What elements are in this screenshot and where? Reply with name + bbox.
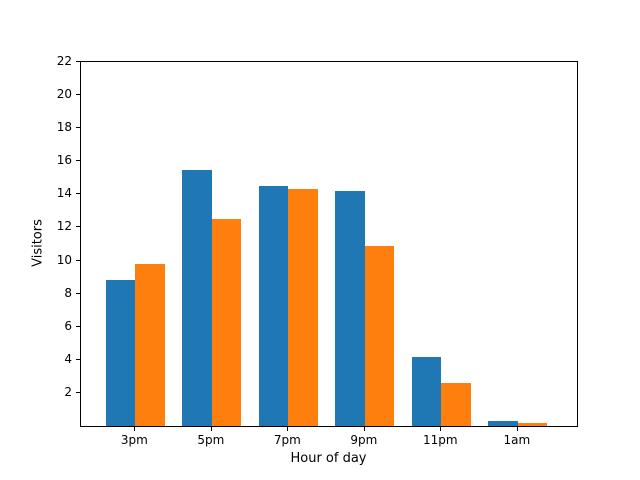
y-tick-label-16: 16 [56, 153, 72, 168]
y-tick-label-2: 2 [64, 384, 72, 399]
y-tick-label-12: 12 [56, 219, 72, 234]
bar-7pm-series-2 [288, 189, 318, 426]
x-tick-label-1am: 1am [503, 433, 531, 447]
y-tick-mark [76, 193, 80, 195]
bar-5pm-series-1 [182, 169, 212, 426]
x-tick-mark [363, 427, 365, 431]
y-tick-label-8: 8 [64, 285, 72, 300]
x-tick-label-7pm: 7pm [273, 433, 301, 447]
x-tick-mark [516, 427, 518, 431]
y-tick-mark [76, 325, 80, 327]
y-tick-mark [76, 127, 80, 129]
y-tick-mark [76, 391, 80, 393]
x-tick-mark [210, 427, 212, 431]
bar-3pm-series-2 [135, 263, 165, 426]
bar-1am-series-1 [488, 421, 518, 426]
y-tick-mark [76, 226, 80, 228]
y-tick-mark [76, 160, 80, 162]
y-tick-label-14: 14 [56, 186, 72, 201]
y-tick-mark [76, 259, 80, 261]
x-tick-label-5pm: 5pm [197, 433, 225, 447]
y-tick-mark [76, 61, 80, 62]
bar-7pm-series-1 [258, 186, 289, 426]
x-tick-label-3pm: 3pm [120, 433, 148, 447]
y-tick-label-22: 22 [56, 54, 72, 68]
plot-area [80, 61, 578, 427]
y-tick-label-18: 18 [56, 120, 72, 135]
y-tick-mark [76, 358, 80, 360]
x-tick-mark [134, 427, 136, 431]
y-tick-label-10: 10 [56, 252, 72, 267]
bar-9pm-series-2 [364, 245, 395, 426]
x-tick-mark [287, 427, 289, 431]
y-tick-mark [76, 94, 80, 96]
bar-1am-series-2 [517, 422, 548, 426]
x-tick-label-9pm: 9pm [350, 433, 378, 447]
x-tick-label-11pm: 11pm [423, 433, 458, 447]
bar-3pm-series-1 [105, 280, 136, 426]
y-tick-label-6: 6 [64, 318, 72, 333]
bar-5pm-series-2 [211, 219, 242, 426]
x-axis-label: Hour of day [290, 451, 367, 466]
y-tick-mark [76, 292, 80, 294]
x-tick-mark [440, 427, 442, 431]
bar-11pm-series-1 [411, 356, 442, 426]
y-tick-label-4: 4 [64, 351, 72, 366]
bar-11pm-series-2 [441, 382, 471, 426]
bar-9pm-series-1 [335, 191, 365, 426]
y-tick-label-20: 20 [56, 87, 72, 102]
